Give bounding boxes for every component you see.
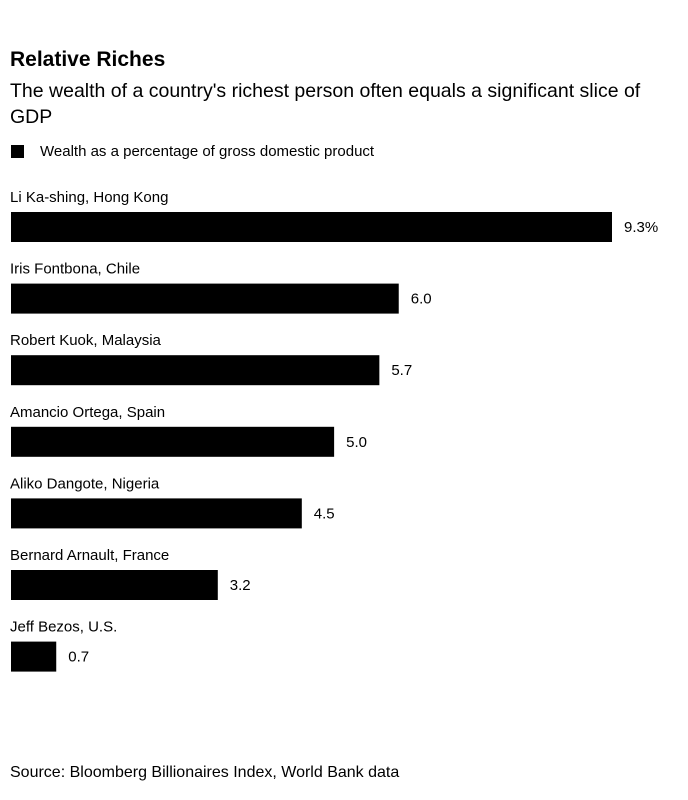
category-label: Bernard Arnault, France xyxy=(10,547,169,564)
source-note: Source: Bloomberg Billionaires Index, Wo… xyxy=(10,764,400,781)
category-label: Li Ka-shing, Hong Kong xyxy=(10,189,168,206)
value-label: 4.5 xyxy=(314,505,335,522)
value-label: 3.2 xyxy=(230,577,251,594)
legend-swatch xyxy=(11,145,24,158)
chart-subtitle: The wealth of a country's richest person… xyxy=(10,80,641,128)
value-label: 9.3% xyxy=(624,219,658,236)
bar xyxy=(11,498,302,529)
legend-label: Wealth as a percentage of gross domestic… xyxy=(40,143,375,160)
value-label: 5.0 xyxy=(346,434,367,451)
bar xyxy=(11,570,218,600)
category-label: Jeff Bezos, U.S. xyxy=(10,619,117,636)
category-label: Robert Kuok, Malaysia xyxy=(10,332,162,349)
value-label: 5.7 xyxy=(391,362,412,379)
value-label: 6.0 xyxy=(411,291,432,308)
value-label: 0.7 xyxy=(68,649,89,666)
bar xyxy=(11,426,335,457)
category-label: Iris Fontbona, Chile xyxy=(10,261,140,278)
bar xyxy=(11,355,380,386)
bar xyxy=(11,641,57,672)
category-label: Aliko Dangote, Nigeria xyxy=(10,475,160,492)
chart-title: Relative Riches xyxy=(10,48,166,71)
bar xyxy=(11,283,399,314)
category-label: Amancio Ortega, Spain xyxy=(10,404,165,421)
bar xyxy=(11,212,612,242)
